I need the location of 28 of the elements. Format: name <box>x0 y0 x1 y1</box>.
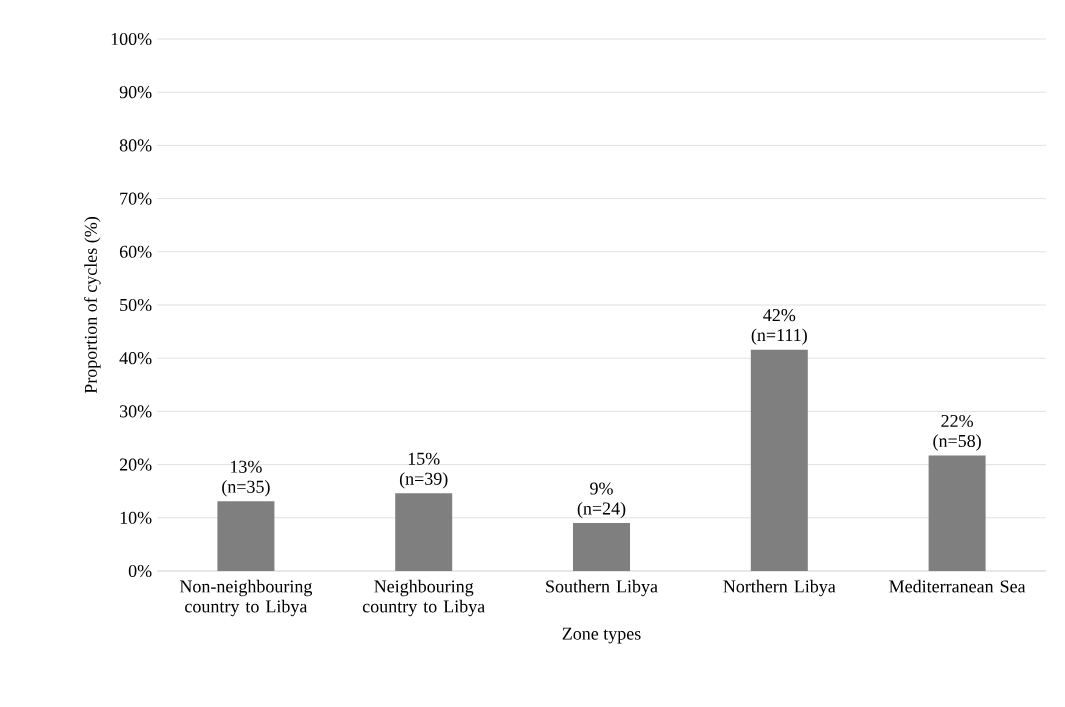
x-tick-label: Non-neighbouring country to Libya <box>179 579 313 617</box>
x-tick-label: Neighbouring country to Libya <box>362 579 485 617</box>
y-tick-label: 40% <box>119 352 152 365</box>
x-tick-label: Southern Libya <box>546 579 658 597</box>
y-tick-label: 0% <box>128 564 152 578</box>
bar <box>750 349 808 571</box>
x-axis-title: Zone types <box>562 627 641 644</box>
data-label: 22% (n=58) <box>933 414 981 451</box>
y-tick-label: 20% <box>119 458 152 471</box>
y-tick-label: 70% <box>120 192 152 205</box>
x-tick-label: Mediterranean Sea <box>889 579 1026 593</box>
bar <box>217 501 275 571</box>
y-tick-label: 30% <box>120 405 152 418</box>
y-tick-label: 90% <box>119 86 152 99</box>
y-axis-title: Proportion of cycles (%) <box>84 217 101 394</box>
x-tick-label: Northern Libya <box>723 579 836 597</box>
y-tick-label: 60% <box>119 245 152 258</box>
y-tick-label: 100% <box>111 32 152 46</box>
data-label: 9% (n=24) <box>577 482 626 519</box>
data-label: 42% (n=111) <box>751 309 807 345</box>
data-label: 15% (n=39) <box>399 452 448 489</box>
bar <box>928 455 986 571</box>
y-tick-label: 50% <box>120 298 152 312</box>
y-tick-label: 80% <box>119 139 152 152</box>
y-tick-label: 10% <box>120 511 152 524</box>
bar <box>395 493 453 571</box>
data-label: 13% (n=35) <box>222 460 270 497</box>
bar <box>573 523 630 571</box>
